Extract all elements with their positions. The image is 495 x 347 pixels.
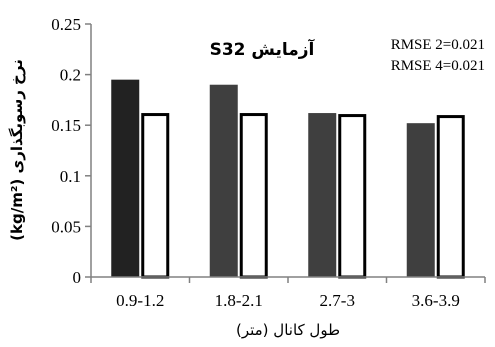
x-ticks: 0.9-1.2 1.8-2.1 2.7-3 3.6-3.9 (90, 277, 486, 310)
y-ticks: 0 0.05 0.1 0.15 0.2 0.25 (51, 15, 91, 287)
bars-layer (111, 79, 465, 279)
y-tick-label: 0.2 (60, 66, 81, 85)
rmse-annotation-2: RMSE 4=0.021 (391, 58, 485, 74)
bar-series-2-3.6-3.9 (436, 115, 465, 279)
y-axis-label: نرخ رسوبگذاری (kg/m²) (8, 59, 26, 241)
y-tick-label: 0.1 (60, 167, 81, 186)
x-tick-label: 2.7-3 (320, 291, 355, 310)
bar-series-2-0.9-1.2 (141, 113, 170, 279)
rmse-annotation-1: RMSE 2=0.021 (391, 37, 485, 53)
y-tick-label: 0 (73, 268, 82, 287)
y-tick-label: 0.05 (51, 217, 81, 236)
x-tick-label: 3.6-3.9 (412, 291, 460, 310)
chart-title: آزمایش S32 (210, 38, 316, 60)
y-tick-label: 0.25 (51, 15, 81, 34)
bar-series-1-0.9-1.2 (111, 79, 140, 277)
x-tick-label: 0.9-1.2 (116, 291, 164, 310)
bar-series-1-3.6-3.9 (406, 123, 435, 278)
x-axis-label: طول کانال (متر) (236, 321, 340, 339)
y-tick-label: 0.15 (51, 116, 81, 135)
bar-series-1-2.7-3 (308, 113, 337, 277)
bar-series-2-2.7-3 (338, 114, 367, 279)
bar-series-1-1.8-2.1 (209, 84, 238, 277)
bar-series-2-1.8-2.1 (239, 113, 268, 279)
x-tick-label: 1.8-2.1 (215, 291, 263, 310)
